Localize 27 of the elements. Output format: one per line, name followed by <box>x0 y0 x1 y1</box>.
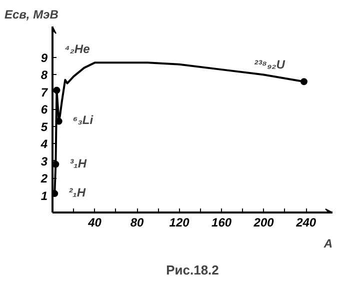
y-axis-title: Eсв, МэВ <box>4 8 59 22</box>
y-tick-label: 9 <box>40 51 48 65</box>
y-tick-label: 6 <box>40 102 48 117</box>
point <box>300 78 308 86</box>
x-axis-title: A <box>322 236 333 250</box>
point <box>53 86 60 94</box>
y-tick-label: 2 <box>40 172 48 186</box>
annotation: ³₁H <box>70 156 87 170</box>
y-tick-label: 4 <box>40 137 48 152</box>
y-tick-label: 7 <box>40 85 49 100</box>
annotation: ²₁H <box>68 186 86 200</box>
x-tick-label: 80 <box>130 216 144 230</box>
x-tick-label: 120 <box>169 216 190 230</box>
x-tick-label: 40 <box>87 216 102 230</box>
y-tick-label: 1 <box>40 188 48 203</box>
x-tick-label: 200 <box>252 216 274 230</box>
x-tick-label: 160 <box>212 216 232 230</box>
annotation: ⁴₂He <box>64 42 90 56</box>
y-tick-label: 5 <box>40 120 48 134</box>
y-tick-label: 3 <box>40 154 48 168</box>
annotation: ⁶₃Li <box>72 113 94 128</box>
annotation: ²³⁸₉₂U <box>254 58 286 72</box>
text: Рис.18.2 <box>166 262 219 278</box>
point <box>55 118 62 125</box>
x-tick-label: 240 <box>295 216 316 230</box>
point <box>52 160 60 168</box>
y-tick-label: 8 <box>40 68 48 82</box>
